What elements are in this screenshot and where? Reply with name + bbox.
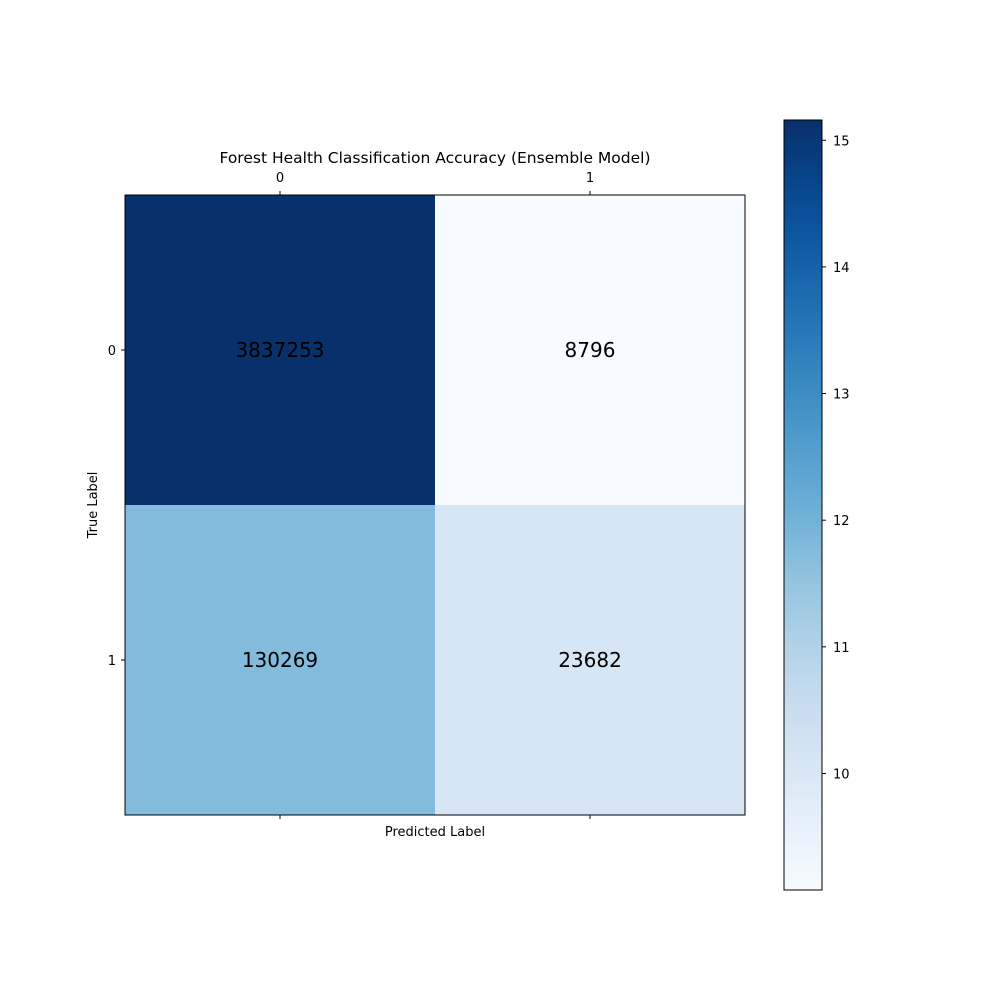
x-tick-label-1: 1: [586, 171, 594, 186]
cell-value-0-0: 3837253: [235, 338, 324, 362]
colorbar-tick-label-0: 10: [833, 767, 850, 782]
y-tick-label-0: 0: [108, 344, 116, 359]
cell-value-0-1: 8796: [565, 338, 616, 362]
heatmap-cell-0-0: [125, 195, 435, 505]
cell-value-1-0: 130269: [242, 648, 318, 672]
colorbar-tick-label-4: 14: [833, 261, 850, 276]
colorbar-tick-label-1: 11: [833, 641, 850, 656]
colorbar-tick-label-2: 12: [833, 514, 850, 529]
x-axis-label: Predicted Label: [385, 825, 485, 840]
heatmap-cell-0-1: [435, 195, 745, 505]
colorbar-frame: [783, 119, 823, 891]
heatmap-cell-1-0: [125, 505, 435, 815]
colorbar: 10 11 12 13 14 15: [783, 119, 850, 891]
x-tick-label-0: 0: [276, 171, 284, 186]
y-tick-label-1: 1: [108, 654, 116, 669]
colorbar-gradient: [784, 120, 822, 890]
y-axis-label: True Label: [86, 472, 101, 540]
cell-value-1-1: 23682: [558, 648, 622, 672]
colorbar-tick-label-3: 13: [833, 388, 850, 403]
chart-title: Forest Health Classification Accuracy (E…: [219, 149, 650, 167]
heatmap-cell-1-1: [435, 505, 745, 815]
plot-frame: [124, 194, 746, 816]
heatmap-layer: 3837253 8796 130269 23682 0 1 0 1: [108, 171, 745, 819]
colorbar-tick-label-5: 15: [833, 134, 850, 149]
